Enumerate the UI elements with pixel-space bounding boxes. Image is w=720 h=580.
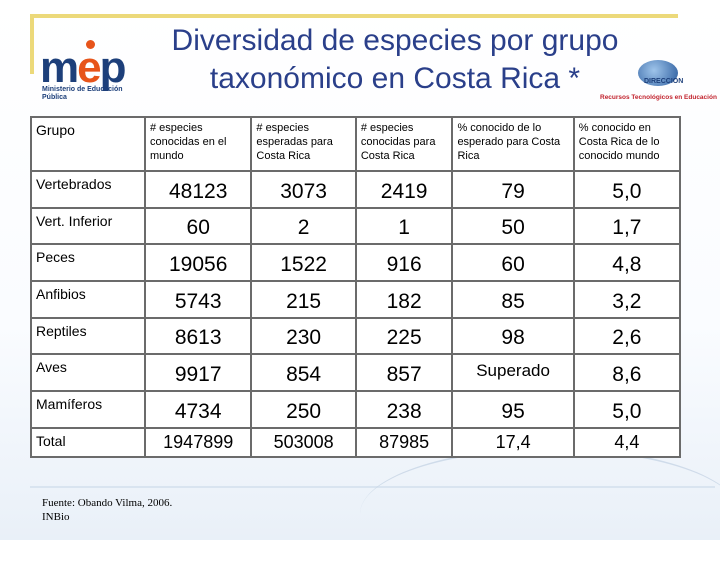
table-cell: 2 [250, 206, 357, 246]
table-cell: 5,0 [572, 170, 682, 209]
direccion-subtitle: Recursos Tecnológicos en Educación [600, 94, 717, 101]
table-row: Aves 9917 854 857 Superado 8,6 [30, 353, 682, 393]
table-cell: 85 [451, 280, 575, 319]
table-cell: 50 [451, 206, 575, 246]
table-row: Peces 19056 1522 916 60 4,8 [30, 243, 682, 283]
table-cell: Superado [451, 353, 575, 393]
table-cell: 857 [354, 353, 454, 393]
logo-subtitle: Ministerio de Educación Pública [42, 86, 123, 101]
slide-title: Diversidad de especies por grupo taxonóm… [171, 24, 619, 95]
logo-dot [86, 40, 95, 49]
table-cell: 17,4 [451, 426, 575, 459]
table-cell: 238 [354, 390, 454, 429]
table-row: Mamíferos 4734 250 238 95 5,0 [30, 390, 682, 429]
row-label: Reptiles [30, 316, 146, 356]
decorative-frame-top [30, 14, 678, 18]
table-cell: 19056 [143, 243, 253, 283]
table-cell: 60 [451, 243, 575, 283]
decorative-frame-left [30, 14, 34, 74]
header-cell: % conocido de lo esperado para Costa Ric… [451, 116, 575, 172]
header-cell: # especies conocidas para Costa Rica [354, 116, 454, 172]
decorative-divider [30, 486, 715, 488]
table-row: Reptiles 8613 230 225 98 2,6 [30, 316, 682, 356]
table-cell: 503008 [250, 426, 357, 459]
header-cell: % conocido en Costa Rica de lo conocido … [572, 116, 682, 172]
source-line: INBio [42, 511, 70, 523]
table-cell: 2,6 [572, 316, 682, 356]
table-cell: 854 [250, 353, 357, 393]
table-cell: 182 [354, 280, 454, 319]
row-label: Aves [30, 353, 146, 393]
source-note: Fuente: Obando Vilma, 2006. INBio [42, 496, 172, 524]
row-label: Vertebrados [30, 170, 146, 209]
table-cell: 4,8 [572, 243, 682, 283]
table-cell: 4,4 [572, 426, 682, 459]
table-row-total: Total 1947899 503008 87985 17,4 4,4 [30, 426, 682, 459]
table-cell: 215 [250, 280, 357, 319]
row-label: Vert. Inferior [30, 206, 146, 246]
decorative-swoosh [360, 448, 720, 580]
table-cell: 98 [451, 316, 575, 356]
direccion-logo: DIRECCION Recursos Tecnológicos en Educa… [600, 58, 718, 108]
globe-icon [638, 60, 678, 86]
header-cell: # especies conocidas en el mundo [143, 116, 253, 172]
row-label: Anfibios [30, 280, 146, 319]
table-cell: 3,2 [572, 280, 682, 319]
table-cell: 8613 [143, 316, 253, 356]
table-cell: 1 [354, 206, 454, 246]
species-table: Grupo # especies conocidas en el mundo #… [30, 116, 682, 459]
table-cell: 8,6 [572, 353, 682, 393]
table-cell: 87985 [354, 426, 454, 459]
table-cell: 2419 [354, 170, 454, 209]
table-cell: 48123 [143, 170, 253, 209]
logo-wordmark: mep [40, 43, 126, 92]
table-row: Anfibios 5743 215 182 85 3,2 [30, 280, 682, 319]
table-cell: 225 [354, 316, 454, 356]
table-row: Vertebrados 48123 3073 2419 79 5,0 [30, 170, 682, 209]
table-cell: 5743 [143, 280, 253, 319]
header-cell: # especies esperadas para Costa Rica [250, 116, 357, 172]
direccion-label: DIRECCION [644, 78, 684, 85]
table-cell: 9917 [143, 353, 253, 393]
mep-logo: mep Ministerio de Educación Pública [40, 40, 160, 106]
table-cell: 916 [354, 243, 454, 283]
table-cell: 3073 [250, 170, 357, 209]
table-cell: 95 [451, 390, 575, 429]
row-label: Mamíferos [30, 390, 146, 429]
row-label: Peces [30, 243, 146, 283]
row-label: Total [30, 426, 146, 459]
header-cell: Grupo [30, 116, 146, 172]
table-cell: 4734 [143, 390, 253, 429]
table-cell: 1522 [250, 243, 357, 283]
table-cell: 250 [250, 390, 357, 429]
source-line: Fuente: Obando Vilma, 2006. [42, 497, 173, 509]
table-header-row: Grupo # especies conocidas en el mundo #… [30, 116, 682, 172]
table-cell: 1947899 [143, 426, 253, 459]
table-cell: 79 [451, 170, 575, 209]
table-row: Vert. Inferior 60 2 1 50 1,7 [30, 206, 682, 246]
table-cell: 60 [143, 206, 253, 246]
table-cell: 230 [250, 316, 357, 356]
table-cell: 5,0 [572, 390, 682, 429]
table-cell: 1,7 [572, 206, 682, 246]
